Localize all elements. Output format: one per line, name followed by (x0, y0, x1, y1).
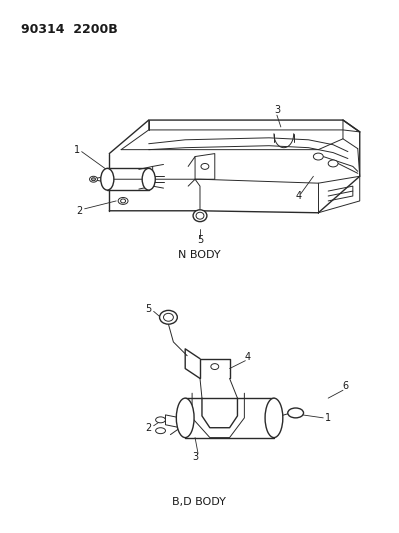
Ellipse shape (118, 197, 128, 204)
Text: 6: 6 (343, 381, 349, 391)
Ellipse shape (101, 168, 114, 190)
Ellipse shape (176, 398, 194, 438)
Ellipse shape (211, 364, 219, 369)
Ellipse shape (120, 199, 126, 203)
Ellipse shape (160, 310, 177, 324)
Ellipse shape (201, 164, 209, 169)
Ellipse shape (164, 313, 174, 321)
Ellipse shape (313, 153, 323, 160)
Text: 1: 1 (325, 413, 331, 423)
Text: 4: 4 (244, 352, 251, 362)
Ellipse shape (156, 417, 166, 423)
Text: 3: 3 (274, 105, 280, 115)
Text: N BODY: N BODY (178, 250, 220, 260)
Text: 1: 1 (74, 144, 80, 155)
Text: 90314  2200B: 90314 2200B (20, 23, 117, 36)
Ellipse shape (328, 160, 338, 167)
Text: 2: 2 (77, 206, 83, 216)
Text: 5: 5 (146, 304, 152, 314)
Text: 5: 5 (197, 236, 203, 245)
Text: 2: 2 (146, 423, 152, 433)
Ellipse shape (89, 176, 97, 182)
Text: B,D BODY: B,D BODY (172, 497, 226, 507)
Ellipse shape (156, 427, 166, 434)
Ellipse shape (91, 177, 95, 181)
Ellipse shape (288, 408, 304, 418)
Ellipse shape (142, 168, 155, 190)
Ellipse shape (193, 210, 207, 222)
Ellipse shape (265, 398, 283, 438)
Text: 4: 4 (296, 191, 302, 201)
Text: 3: 3 (192, 453, 198, 462)
Ellipse shape (196, 212, 204, 219)
